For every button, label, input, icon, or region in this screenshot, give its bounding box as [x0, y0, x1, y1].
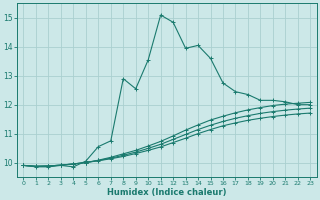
X-axis label: Humidex (Indice chaleur): Humidex (Indice chaleur)	[107, 188, 227, 197]
